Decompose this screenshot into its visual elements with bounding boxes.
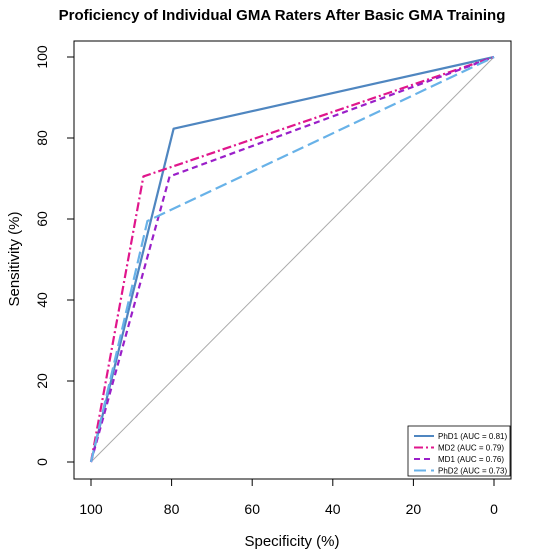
series-line-3	[89, 56, 495, 463]
y-tick-label: 0	[34, 458, 50, 466]
x-tick-label: 20	[406, 501, 422, 517]
x-tick-label: 60	[244, 501, 260, 517]
x-tick-label: 100	[79, 501, 103, 517]
y-axis-label: Sensitivity (%)	[6, 211, 23, 306]
y-tick-label: 60	[34, 211, 50, 227]
legend-box	[407, 425, 511, 477]
legend-label: PhD2 (AUC = 0.73)	[438, 467, 507, 476]
x-tick-label: 40	[325, 501, 341, 517]
y-tick-label: 80	[34, 130, 50, 146]
chart-title: Proficiency of Individual GMA Raters Aft…	[59, 7, 506, 24]
y-ticks: 0 20 40 60 80 100	[34, 45, 74, 466]
series-line-0	[89, 55, 495, 463]
series-line-1	[89, 55, 495, 463]
x-tick-label: 0	[490, 501, 498, 517]
x-ticks: 100 80 60 40 20 0	[79, 479, 498, 517]
x-tick-label: 80	[164, 501, 180, 517]
y-tick-label: 20	[34, 373, 50, 389]
legend-label: MD1 (AUC = 0.76)	[438, 455, 504, 464]
y-tick-label: 40	[34, 292, 50, 308]
legend-label: MD2 (AUC = 0.79)	[438, 444, 504, 453]
reference-line-layer	[90, 56, 495, 463]
series-layer	[89, 55, 495, 463]
legend-label: PhD1 (AUC = 0.81)	[438, 432, 507, 441]
legend: PhD1 (AUC = 0.81) MD2 (AUC = 0.79) MD1 (AU…	[407, 425, 511, 477]
x-axis-label: Specificity (%)	[244, 533, 339, 550]
plot-frame	[73, 40, 512, 480]
reference-diagonal	[90, 56, 495, 463]
y-tick-label: 100	[34, 45, 50, 69]
legend-items: PhD1 (AUC = 0.81) MD2 (AUC = 0.79) MD1 (AU…	[414, 432, 507, 476]
